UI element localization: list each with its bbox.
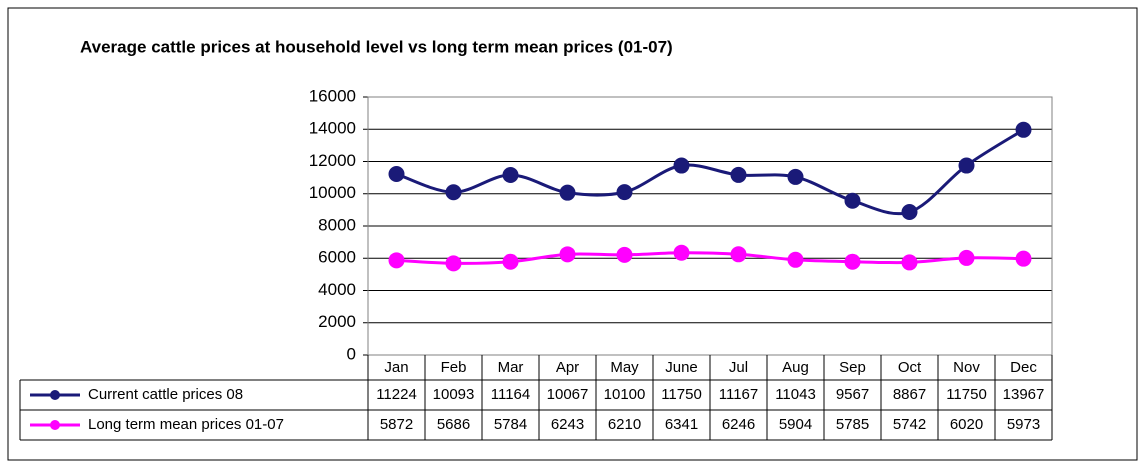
marker xyxy=(445,184,462,201)
marker xyxy=(388,166,405,183)
table-value: 6020 xyxy=(950,416,983,433)
x-tick-label: Mar xyxy=(498,359,524,376)
chart-title: Average cattle prices at household level… xyxy=(80,37,673,56)
marker xyxy=(502,253,519,270)
table-value: 5742 xyxy=(893,416,926,433)
marker xyxy=(958,157,975,174)
y-tick-label: 16000 xyxy=(309,86,356,105)
marker xyxy=(1015,250,1032,267)
table-value: 9567 xyxy=(836,386,869,403)
marker xyxy=(502,166,519,183)
marker xyxy=(445,255,462,272)
chart-border xyxy=(7,7,1138,461)
marker xyxy=(616,246,633,263)
y-tick-label: 10000 xyxy=(309,183,356,202)
table-value: 5872 xyxy=(380,416,413,433)
x-tick-label: Apr xyxy=(556,359,579,376)
marker xyxy=(958,249,975,266)
legend-label: Current cattle prices 08 xyxy=(88,386,243,403)
table-value: 5973 xyxy=(1007,416,1040,433)
y-tick-label: 0 xyxy=(347,344,356,363)
table-value: 13967 xyxy=(1003,386,1045,403)
y-tick-label: 6000 xyxy=(318,248,356,267)
x-tick-label: Jan xyxy=(384,359,408,376)
legend-marker xyxy=(50,420,60,430)
table-value: 11164 xyxy=(491,386,531,403)
legend-label: Long term mean prices 01-07 xyxy=(88,416,284,433)
table-value: 5686 xyxy=(437,416,470,433)
x-tick-label: Dec xyxy=(1010,359,1037,376)
marker xyxy=(901,204,918,221)
marker xyxy=(901,254,918,271)
table-value: 5785 xyxy=(836,416,869,433)
x-tick-label: Sep xyxy=(839,359,866,376)
table-value: 6210 xyxy=(608,416,641,433)
table-value: 10067 xyxy=(547,386,589,403)
table-value: 6341 xyxy=(665,416,698,433)
y-tick-label: 8000 xyxy=(318,215,356,234)
x-tick-label: Jul xyxy=(729,359,748,376)
marker xyxy=(730,246,747,263)
marker xyxy=(730,166,747,183)
marker xyxy=(673,244,690,261)
marker xyxy=(1015,121,1032,138)
table-value: 5904 xyxy=(779,416,812,433)
x-tick-label: Feb xyxy=(441,359,467,376)
marker xyxy=(787,251,804,268)
x-tick-label: June xyxy=(665,359,698,376)
y-tick-label: 12000 xyxy=(309,151,356,170)
marker xyxy=(559,246,576,263)
y-tick-label: 2000 xyxy=(318,312,356,331)
marker xyxy=(787,168,804,185)
marker xyxy=(844,192,861,209)
marker xyxy=(616,184,633,201)
marker xyxy=(559,184,576,201)
table-value: 8867 xyxy=(893,386,926,403)
x-tick-label: Oct xyxy=(898,359,922,376)
table-value: 11750 xyxy=(661,386,702,403)
table-value: 11167 xyxy=(719,386,759,403)
table-value: 10100 xyxy=(604,386,646,403)
y-tick-label: 14000 xyxy=(309,119,356,138)
table-value: 10093 xyxy=(433,386,475,403)
table-value: 6246 xyxy=(722,416,755,433)
marker xyxy=(673,157,690,174)
table-value: 11750 xyxy=(946,386,987,403)
table-value: 11043 xyxy=(775,386,816,403)
x-tick-label: May xyxy=(610,359,639,376)
legend-marker xyxy=(50,390,60,400)
table-value: 11224 xyxy=(376,386,417,403)
x-tick-label: Aug xyxy=(782,359,809,376)
table-value: 6243 xyxy=(551,416,584,433)
marker xyxy=(388,252,405,269)
marker xyxy=(844,253,861,270)
table-value: 5784 xyxy=(494,416,527,433)
y-tick-label: 4000 xyxy=(318,280,356,299)
x-tick-label: Nov xyxy=(953,359,980,376)
